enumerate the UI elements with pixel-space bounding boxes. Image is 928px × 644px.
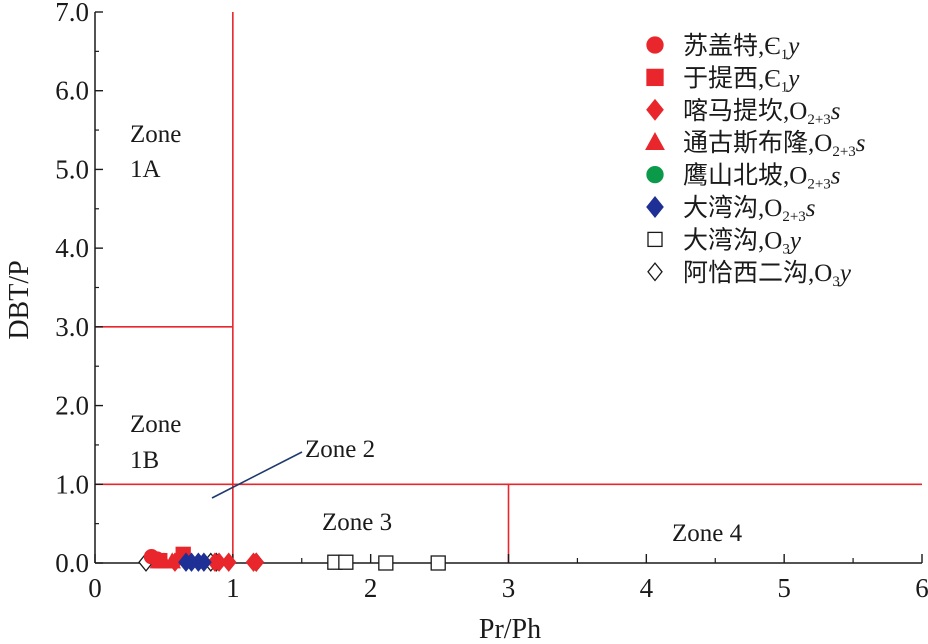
legend-label-suffix: s [806,195,816,222]
series-2-point-diamond [248,552,265,572]
legend-label-name: 大湾沟,O [683,226,782,254]
legend-label: 于提西,Є1y [683,64,800,95]
legend-label-subscript: 2+3 [782,209,805,225]
legend-marker-diamond [646,196,664,218]
legend-label-suffix: y [785,65,800,92]
x-tick-label: 2 [364,573,378,603]
series-5-point-diamond [196,552,212,572]
legend-marker-diamond [647,262,663,282]
legend-label-name: 通古斯布隆,O [683,129,832,157]
series-3-point-triangle [163,552,181,569]
zone-label: Zone 3 [322,509,392,536]
x-tick-label: 6 [915,573,928,603]
legend-item: 苏盖特,Є1y [646,32,800,63]
legend-item: 喀马提坎,O2+3s [646,97,841,128]
y-tick-label: 2.0 [55,391,89,421]
legend-marker-square [646,68,664,87]
y-tick-label: 7.0 [55,0,89,27]
zone-boundaries [95,12,922,563]
y-tick-label: 0.0 [55,548,89,578]
y-tick-label: 1.0 [55,469,89,499]
x-tick-label: 0 [88,573,102,603]
x-tick-label: 4 [640,573,654,603]
y-tick-label: 4.0 [55,233,89,263]
series-6-point-square [430,555,446,571]
legend-marker-square [647,231,663,248]
zone-label: Zone 4 [672,520,743,547]
legend-label-name: 大湾沟,O [683,194,782,222]
legend-label: 苏盖特,Є1y [683,32,800,63]
series-6-point-square [378,555,394,571]
legend-label: 大湾沟,O3y [683,226,802,257]
series-6-point-square [338,554,354,570]
legend-marker-diamond [646,98,664,121]
legend-label-subscript: 2+3 [807,112,830,128]
legend-label-subscript: 2+3 [832,144,855,160]
series-2-point-diamond [220,552,237,572]
data-points [138,546,446,572]
legend-label-subscript: 1 [781,47,789,63]
y-tick-label: 5.0 [55,154,89,184]
legend-label-name: 于提西,Є [683,64,781,92]
legend-label-suffix: s [856,130,866,157]
legend-label-suffix: y [787,227,802,254]
legend-label-name: 苏盖特,Є [683,32,781,60]
legend-label-name: 喀马提坎,O [683,97,807,125]
legend-label-suffix: y [785,33,800,60]
zone-label: Zone [130,411,181,438]
zone-label: Zone 2 [305,436,375,463]
zone-2-leader-line [211,451,303,499]
legend-label-subscript: 3 [782,241,790,257]
zone-label: Zone [130,121,181,148]
legend-item: 大湾沟,O3y [647,226,802,257]
legend-label: 大湾沟,O2+3s [683,194,816,225]
legend-item: 通古斯布隆,O2+3s [645,129,866,160]
legend-label-subscript: 2+3 [807,177,830,193]
legend-item: 大湾沟,O2+3s [646,194,816,225]
legend-label-name: 阿恰西二沟,O [683,259,832,287]
legend-marker-circle [646,36,664,54]
legend-label-subscript: 1 [781,79,789,95]
legend-label-name: 鹰山北坡,O [683,162,807,190]
legend-item: 于提西,Є1y [646,64,800,95]
legend-label: 通古斯布隆,O2+3s [683,129,866,160]
legend-label-suffix: s [831,98,841,125]
zone-label-id: 1B [130,447,159,474]
legend-label-suffix: s [831,163,841,190]
legend-label: 鹰山北坡,O2+3s [683,162,841,193]
x-axis-label: Pr/Ph [479,614,541,644]
x-tick-label: 5 [777,573,791,603]
legend-label: 阿恰西二沟,O3y [683,259,852,290]
legend: 苏盖特,Є1y于提西,Є1y喀马提坎,O2+3s通古斯布隆,O2+3s鹰山北坡,… [645,32,866,290]
y-tick-label: 6.0 [55,76,89,106]
x-tick-label: 1 [226,573,240,603]
x-tick-label: 3 [502,573,516,603]
legend-item: 鹰山北坡,O2+3s [646,162,841,193]
y-axis-label: DBT/P [4,260,35,339]
legend-label-subscript: 3 [832,274,840,290]
y-tick-label: 3.0 [55,312,89,342]
legend-label: 喀马提坎,O2+3s [683,97,841,128]
legend-item: 阿恰西二沟,O3y [647,259,852,290]
legend-marker-circle [646,165,664,184]
legend-marker-triangle [645,132,665,151]
legend-label-suffix: y [837,260,852,287]
zone-labels: Zone 1A Zone 1B Zone 2 Zone 3 Zone 4 [130,121,743,547]
zone-label-id: 1A [130,156,161,183]
